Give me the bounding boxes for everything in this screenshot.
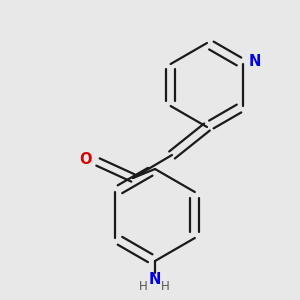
Text: O: O <box>80 152 92 166</box>
Text: H: H <box>139 280 147 293</box>
Text: N: N <box>248 55 261 70</box>
Text: N: N <box>149 272 161 286</box>
Text: H: H <box>160 280 169 293</box>
